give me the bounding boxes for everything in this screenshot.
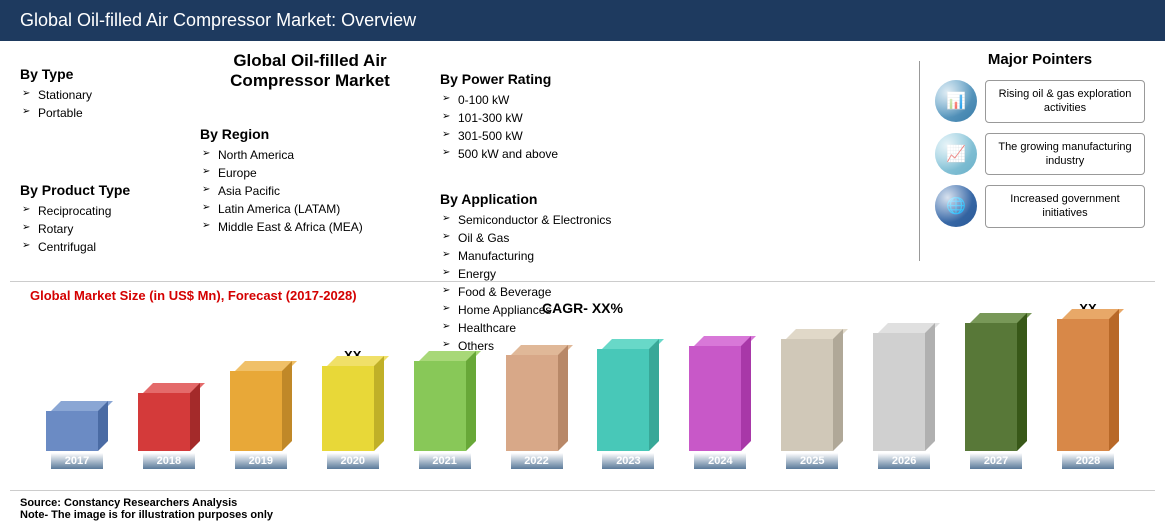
pointers-panel: Major Pointers 📊Rising oil & gas explora…	[935, 51, 1145, 276]
vertical-divider	[919, 61, 920, 261]
bars-container: 2017 2018 2019 XX2020 2021 2022 2023 2024 2025 20…	[30, 309, 1135, 469]
bar-3d	[873, 333, 935, 451]
bar-group: 2018	[132, 393, 206, 469]
bar-year-label: 2028	[1062, 453, 1114, 469]
bar-year-label: 2023	[602, 453, 654, 469]
list-item: Manufacturing	[458, 247, 700, 265]
bar-year-label: 2019	[235, 453, 287, 469]
segment-product-type: By Product Type ReciprocatingRotaryCentr…	[20, 182, 180, 256]
list-item: Middle East & Africa (MEA)	[218, 218, 420, 236]
bar-group: 2022	[500, 355, 574, 469]
bar-3d	[965, 323, 1027, 451]
pointer-text: Rising oil & gas exploration activities	[985, 80, 1145, 123]
segment-product-type-title: By Product Type	[20, 182, 180, 198]
page-header: Global Oil-filled Air Compressor Market:…	[0, 0, 1165, 41]
list-item: Europe	[218, 164, 420, 182]
list-item: Latin America (LATAM)	[218, 200, 420, 218]
bar-3d	[138, 393, 200, 451]
bar-3d	[46, 411, 108, 451]
segment-type-title: By Type	[20, 66, 180, 82]
segment-column-2: Global Oil-filled Air Compressor Market …	[200, 51, 420, 276]
bar-3d	[781, 339, 843, 451]
segment-product-type-list: ReciprocatingRotaryCentrifugal	[20, 202, 180, 256]
footer: Source: Constancy Researchers Analysis N…	[0, 491, 1165, 527]
segment-app-title: By Application	[440, 191, 700, 207]
pointer-text: Increased government initiatives	[985, 185, 1145, 228]
header-title: Global Oil-filled Air Compressor Market:…	[20, 10, 416, 30]
segment-column-3: By Power Rating 0-100 kW101-300 kW301-50…	[440, 51, 700, 276]
bar-year-label: 2022	[511, 453, 563, 469]
pointer-row: 📊Rising oil & gas exploration activities	[935, 80, 1145, 123]
bar-group: XX2020	[316, 366, 390, 469]
bar-3d	[322, 366, 384, 451]
center-title: Global Oil-filled Air Compressor Market	[200, 51, 420, 91]
list-item: 0-100 kW	[458, 91, 700, 109]
bar-3d	[689, 346, 751, 451]
chart-section: Global Market Size (in US$ Mn), Forecast…	[10, 281, 1155, 491]
segment-region: By Region North AmericaEuropeAsia Pacifi…	[200, 126, 420, 236]
pointer-row: 🌐Increased government initiatives	[935, 185, 1145, 228]
bar-year-label: 2025	[786, 453, 838, 469]
bar-group: 2027	[959, 323, 1033, 469]
bar-year-label: 2027	[970, 453, 1022, 469]
pointer-icon: 🌐	[935, 185, 977, 227]
segment-type-list: StationaryPortable	[20, 86, 180, 122]
pointer-icon: 📊	[935, 80, 977, 122]
bar-group: 2021	[408, 361, 482, 469]
segment-power-title: By Power Rating	[440, 71, 700, 87]
bar-3d	[597, 349, 659, 451]
bar-year-label: 2021	[419, 453, 471, 469]
list-item: Reciprocating	[38, 202, 180, 220]
bar-group: 2026	[867, 333, 941, 469]
bar-year-label: 2026	[878, 453, 930, 469]
bar-group: XX2028	[1051, 319, 1125, 469]
list-item: 301-500 kW	[458, 127, 700, 145]
bar-group: 2024	[683, 346, 757, 469]
bar-group: 2019	[224, 371, 298, 469]
list-item: Semiconductor & Electronics	[458, 211, 700, 229]
segment-power-rating: By Power Rating 0-100 kW101-300 kW301-50…	[440, 71, 700, 163]
pointers-title: Major Pointers	[935, 51, 1145, 68]
list-item: Asia Pacific	[218, 182, 420, 200]
pointer-text: The growing manufacturing industry	[985, 133, 1145, 176]
main-content: By Type StationaryPortable By Product Ty…	[0, 41, 1165, 281]
bar-year-label: 2018	[143, 453, 195, 469]
list-item: North America	[218, 146, 420, 164]
segment-type: By Type StationaryPortable	[20, 66, 180, 122]
list-item: Rotary	[38, 220, 180, 238]
segment-region-title: By Region	[200, 126, 420, 142]
list-item: Portable	[38, 104, 180, 122]
segmentation-panel: By Type StationaryPortable By Product Ty…	[20, 51, 904, 276]
list-item: 500 kW and above	[458, 145, 700, 163]
segment-region-list: North AmericaEuropeAsia PacificLatin Ame…	[200, 146, 420, 236]
segment-power-list: 0-100 kW101-300 kW301-500 kW500 kW and a…	[440, 91, 700, 163]
bar-year-label: 2017	[51, 453, 103, 469]
list-item: 101-300 kW	[458, 109, 700, 127]
bar-3d	[414, 361, 476, 451]
list-item: Centrifugal	[38, 238, 180, 256]
pointer-icon: 📈	[935, 133, 977, 175]
footer-source: Source: Constancy Researchers Analysis	[20, 497, 1145, 509]
segment-column-1: By Type StationaryPortable By Product Ty…	[20, 51, 180, 276]
bar-year-label: 2020	[327, 453, 379, 469]
bar-group: 2023	[591, 349, 665, 469]
list-item: Oil & Gas	[458, 229, 700, 247]
bar-3d	[506, 355, 568, 451]
bar-group: 2017	[40, 411, 114, 469]
bar-group: 2025	[775, 339, 849, 469]
bar-year-label: 2024	[694, 453, 746, 469]
list-item: Stationary	[38, 86, 180, 104]
bar-3d	[1057, 319, 1119, 451]
bar-3d	[230, 371, 292, 451]
pointer-row: 📈The growing manufacturing industry	[935, 133, 1145, 176]
pointers-list: 📊Rising oil & gas exploration activities…	[935, 80, 1145, 228]
footer-note: Note- The image is for illustration purp…	[20, 509, 1145, 521]
